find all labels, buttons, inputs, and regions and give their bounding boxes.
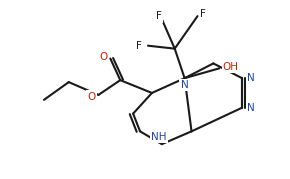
Text: F: F [156, 11, 162, 21]
Text: NH: NH [151, 132, 167, 142]
Text: N: N [247, 73, 255, 83]
Text: O: O [99, 52, 107, 62]
Text: N: N [247, 103, 255, 113]
Text: F: F [136, 41, 142, 51]
Text: F: F [200, 9, 206, 19]
Text: N: N [181, 80, 188, 90]
Text: O: O [87, 92, 95, 102]
Text: OH: OH [223, 62, 239, 72]
